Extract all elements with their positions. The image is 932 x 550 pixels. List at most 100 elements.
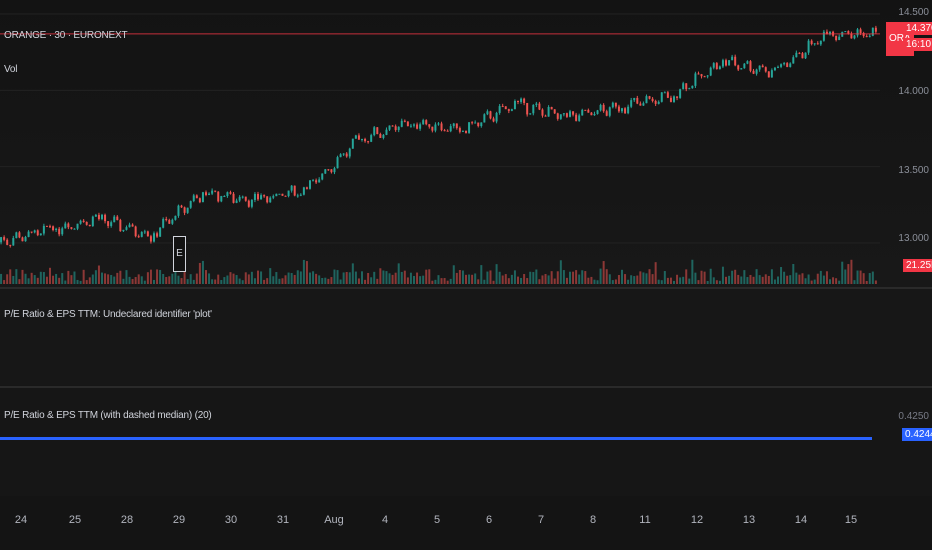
volume-bar	[149, 269, 152, 284]
candle	[312, 180, 315, 182]
candle	[52, 226, 55, 230]
price-chart[interactable]	[0, 0, 932, 287]
candle	[345, 153, 348, 157]
volume-bar	[361, 271, 363, 284]
pane-separator[interactable]	[0, 287, 932, 289]
volume-bar	[783, 271, 786, 284]
volume-bar	[758, 275, 761, 284]
volume-bar	[419, 276, 422, 284]
volume-bar	[868, 273, 871, 284]
candle	[413, 124, 415, 126]
volume-bar	[489, 270, 492, 284]
volume-bar	[284, 275, 287, 284]
pane-separator[interactable]	[0, 386, 932, 388]
candle	[688, 88, 691, 90]
candle	[156, 233, 159, 237]
volume-bar	[630, 275, 633, 284]
volume-bar	[575, 270, 578, 284]
volume-bar	[740, 276, 743, 284]
volume-bar	[663, 271, 666, 284]
candle	[198, 198, 201, 203]
volume-bar	[804, 278, 807, 284]
volume-bar	[257, 270, 259, 284]
candle	[523, 98, 526, 104]
candle	[287, 190, 290, 197]
volume-bar	[214, 279, 217, 284]
candle	[15, 232, 18, 239]
volume-bar	[58, 277, 61, 284]
volume-bar	[624, 274, 627, 284]
volume-bar	[841, 261, 844, 284]
symbol-legend[interactable]: ORANGE · 30 · EURONEXT	[4, 30, 128, 41]
candle	[617, 106, 620, 112]
volume-bar	[602, 261, 605, 284]
volume-bar	[572, 271, 575, 284]
volume-bar	[780, 267, 783, 284]
candle	[321, 173, 324, 180]
candle	[520, 98, 523, 102]
volume-bar	[725, 276, 727, 284]
volume-bar	[452, 265, 455, 284]
candle	[682, 83, 685, 90]
volume-bar	[339, 279, 342, 284]
candle	[91, 216, 94, 227]
candle	[140, 232, 143, 237]
candle	[260, 195, 263, 200]
candle	[636, 97, 639, 104]
volume-bar	[777, 276, 779, 284]
volume-bar	[688, 278, 691, 284]
candle	[217, 191, 220, 202]
volume-bar	[287, 272, 290, 284]
price-pane[interactable]: ORANGE · 30 · EURONEXT Vol 14.500 14.000…	[0, 0, 932, 287]
volume-bar	[342, 272, 345, 284]
candle	[192, 195, 195, 202]
candle	[651, 98, 654, 101]
volume-bar	[786, 275, 789, 284]
candle	[330, 169, 333, 173]
volume-legend[interactable]: Vol	[4, 64, 18, 75]
pe2-legend[interactable]: P/E Ratio & EPS TTM (with dashed median)…	[4, 410, 212, 421]
volume-bar	[792, 263, 795, 284]
volume-bar	[61, 273, 64, 284]
candle	[770, 70, 773, 78]
candle	[715, 63, 718, 70]
pe-ratio-pane[interactable]: P/E Ratio & EPS TTM: Undeclared identifi…	[0, 289, 932, 385]
candle	[847, 31, 850, 34]
volume-bar	[122, 278, 125, 284]
volume-bar	[715, 280, 718, 284]
time-axis[interactable]: 24 25 28 29 30 31 Aug 4 5 6 7 8 11 12 13…	[0, 496, 932, 550]
pe-legend-error[interactable]: P/E Ratio & EPS TTM: Undeclared identifi…	[4, 309, 212, 320]
volume-bar	[64, 280, 67, 284]
candle	[761, 65, 764, 68]
volume-bar	[302, 259, 305, 284]
candle	[679, 89, 682, 98]
volume-bar	[660, 280, 663, 284]
volume-bar	[847, 264, 850, 284]
volume-bar	[110, 274, 113, 284]
volume-bar	[666, 277, 669, 284]
pe-ratio-dashed-pane[interactable]: P/E Ratio & EPS TTM (with dashed median)…	[0, 388, 932, 495]
volume-bar	[829, 279, 831, 284]
volume-bar	[79, 280, 82, 284]
candle	[541, 109, 544, 116]
candle	[639, 103, 642, 106]
candle	[501, 106, 504, 108]
volume-bar	[795, 272, 798, 284]
volume-bar	[501, 275, 504, 284]
candle	[810, 40, 813, 45]
volume-bar	[67, 270, 70, 284]
candle	[572, 111, 575, 115]
volume-bar	[865, 280, 868, 284]
volume-bar	[250, 271, 253, 284]
earnings-marker[interactable]: E	[173, 236, 186, 272]
volume-bar	[30, 272, 33, 284]
candle	[250, 199, 253, 207]
candle	[556, 113, 559, 119]
volume-bar	[168, 276, 171, 284]
candle	[64, 223, 67, 229]
candle	[731, 56, 734, 61]
volume-bar	[633, 276, 636, 284]
volume-bar	[299, 271, 302, 284]
candle	[562, 113, 565, 115]
candle	[752, 70, 755, 74]
